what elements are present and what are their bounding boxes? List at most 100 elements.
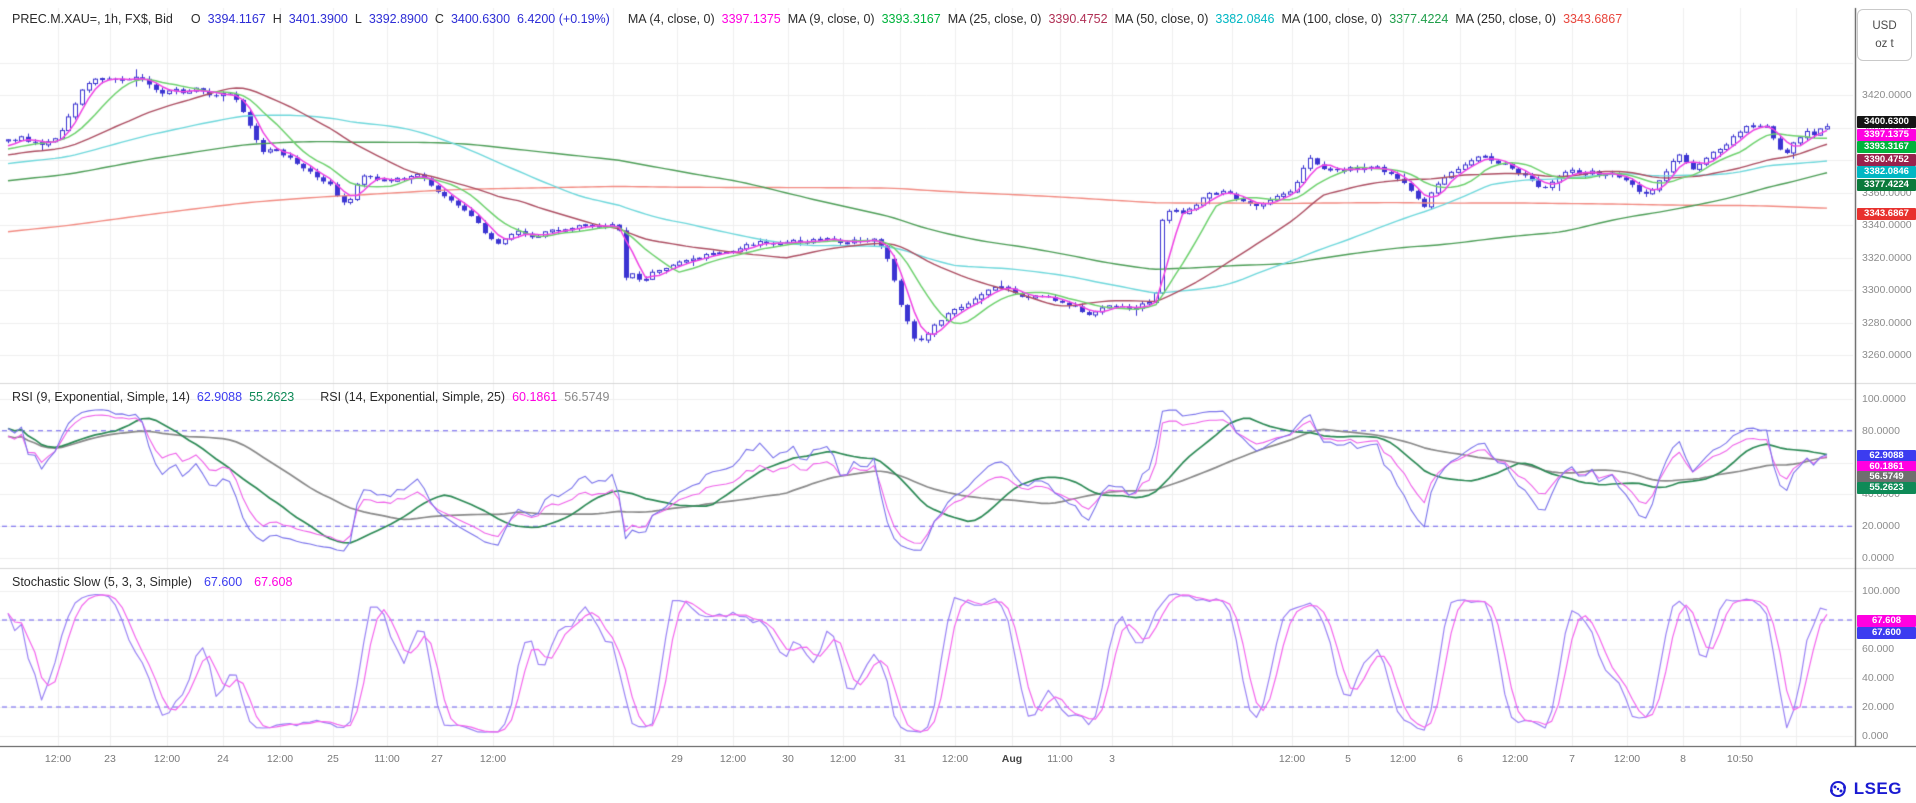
time-tick-label: 12:00: [153, 753, 181, 765]
time-tick-label: 29: [671, 753, 683, 765]
time-tick-label: 7: [1569, 753, 1575, 765]
ma-legend-item: MA (100, close, 0) 3377.4224: [1281, 12, 1448, 26]
axis-price-badge: 3343.6867: [1857, 208, 1916, 220]
price-tick-label: 3340.0000: [1862, 219, 1912, 231]
high-value: 3401.3900: [288, 12, 348, 26]
instrument-title: PREC.M.XAU=, 1h, FX$, Bid: [12, 12, 173, 26]
stoch-tick-label: 40.000: [1862, 672, 1895, 684]
price-tick-label: 3300.0000: [1862, 284, 1912, 296]
axis-price-badge: 3390.4752: [1857, 153, 1916, 166]
axis-price-badge: 67.608: [1857, 615, 1916, 627]
price-tick-label: 3320.0000: [1862, 252, 1912, 264]
time-tick-label: 30: [782, 753, 794, 765]
time-tick-label: 6: [1457, 753, 1463, 765]
main-chart-legend: PREC.M.XAU=, 1h, FX$, Bid O 3394.1167 H 34…: [12, 12, 1622, 26]
rsi9-legend-item: RSI (9, Exponential, Simple, 14) 62.9088…: [12, 390, 294, 404]
lseg-logo-icon: [1829, 780, 1846, 798]
price-tick-label: 3420.0000: [1862, 89, 1912, 101]
stoch-tick-label: 60.000: [1862, 643, 1895, 655]
ma-legend: MA (4, close, 0) 3397.1375 MA (9, close, …: [628, 12, 1622, 26]
time-tick-label: Aug: [1001, 753, 1023, 765]
time-tick-label: 8: [1680, 753, 1686, 765]
ma100-label: MA (100, close, 0): [1281, 12, 1383, 26]
price-tick-label: 3280.0000: [1862, 317, 1912, 329]
time-tick-label: 12:00: [1389, 753, 1417, 765]
unit-measure: oz t: [1875, 38, 1894, 50]
ma-legend-item: MA (4, close, 0) 3397.1375: [628, 12, 781, 26]
rsi-tick-label: 0.0000: [1862, 552, 1895, 564]
unit-box: USD oz t: [1857, 9, 1912, 61]
time-tick-label: 24: [217, 753, 229, 765]
lseg-logo: LSEG: [1827, 778, 1902, 800]
time-tick-label: 12:00: [829, 753, 857, 765]
open-value: 3394.1167: [207, 12, 266, 26]
ma-legend-item: MA (250, close, 0) 3343.6867: [1455, 12, 1622, 26]
ma25-label: MA (25, close, 0): [947, 12, 1042, 26]
rsi-tick-label: 80.0000: [1862, 424, 1900, 437]
close-label: C: [434, 12, 444, 26]
ma4-label: MA (4, close, 0): [627, 12, 715, 26]
ma50-label: MA (50, close, 0): [1114, 12, 1209, 26]
rsi-tick-label: 100.0000: [1862, 393, 1906, 405]
ma-legend-item: MA (50, close, 0) 3382.0846: [1115, 12, 1275, 26]
ma25-value: 3390.4752: [1048, 12, 1108, 26]
time-tick-label: 12:00: [719, 753, 747, 765]
rsi9-ma-value: 55.2623: [249, 390, 295, 404]
rsi-tick-label: 20.0000: [1862, 520, 1900, 533]
change-value: 6.4200 (+0.19%): [517, 12, 610, 26]
time-tick-label: 3: [1109, 753, 1115, 765]
time-tick-label: 12:00: [1613, 753, 1641, 765]
stoch-tick-label: 100.000: [1862, 585, 1900, 597]
ohlc-readout: O 3394.1167 H 3401.3900 L 3392.8900 C 3400.6…: [191, 12, 610, 26]
stoch-tick-label: 0.000: [1862, 730, 1889, 742]
time-tick-label: 12:00: [44, 753, 72, 765]
ma9-value: 3393.3167: [881, 12, 941, 26]
close-value: 3400.6300: [450, 12, 511, 26]
time-tick-label: 11:00: [1047, 753, 1073, 765]
stoch-d-value: 67.608: [254, 575, 293, 589]
rsi14-value: 60.1861: [512, 390, 558, 404]
axis-price-badge: 3397.1375: [1857, 128, 1916, 141]
axis-price-badge: 56.5749: [1857, 471, 1916, 483]
time-tick-label: 31: [894, 753, 906, 765]
ma-legend-item: MA (9, close, 0) 3393.3167: [788, 12, 941, 26]
time-tick-label: 23: [104, 753, 116, 765]
axis-price-badge: 62.9088: [1857, 450, 1916, 462]
ma50-value: 3382.0846: [1215, 12, 1275, 26]
stoch-label: Stochastic Slow (5, 3, 3, Simple): [12, 575, 192, 589]
rsi14-label: RSI (14, Exponential, Simple, 25): [320, 390, 506, 404]
rsi9-label: RSI (9, Exponential, Simple, 14): [12, 390, 190, 404]
time-tick-label: 25: [327, 753, 339, 765]
ma4-value: 3397.1375: [721, 12, 781, 26]
axis-price-badge: 3382.0846: [1857, 166, 1916, 178]
ma100-value: 3377.4224: [1389, 12, 1449, 26]
time-tick-label: 5: [1345, 753, 1351, 765]
ma-legend-item: MA (25, close, 0) 3390.4752: [948, 12, 1108, 26]
axis-price-badge: 55.2623: [1857, 481, 1916, 494]
high-label: H: [272, 12, 282, 26]
ma250-label: MA (250, close, 0): [1455, 12, 1557, 26]
axis-price-badge: 3393.3167: [1857, 141, 1916, 153]
low-value: 3392.8900: [368, 12, 428, 26]
open-label: O: [190, 12, 201, 26]
rsi9-value: 62.9088: [196, 390, 243, 404]
price-tick-label: 3260.0000: [1862, 349, 1912, 361]
lseg-logo-text: LSEG: [1853, 779, 1902, 798]
ma9-label: MA (9, close, 0): [787, 12, 875, 26]
stoch-tick-label: 20.000: [1862, 701, 1895, 713]
time-tick-label: 12:00: [1278, 753, 1306, 765]
axis-price-badge: 60.1861: [1857, 460, 1916, 473]
time-tick-label: 12:00: [1501, 753, 1529, 765]
unit-currency: USD: [1872, 20, 1897, 32]
low-label: L: [354, 12, 362, 26]
axis-price-badge: 67.600: [1857, 627, 1916, 639]
stoch-k-value: 67.600: [203, 575, 243, 589]
time-tick-label: 10:50: [1726, 753, 1754, 765]
time-tick-label: 27: [431, 753, 443, 765]
rsi-legend: RSI (9, Exponential, Simple, 14) 62.9088…: [12, 390, 609, 404]
time-tick-label: 12:00: [266, 753, 294, 765]
time-tick-label: 11:00: [374, 753, 400, 765]
axis-price-badge: 3377.4224: [1857, 178, 1916, 191]
